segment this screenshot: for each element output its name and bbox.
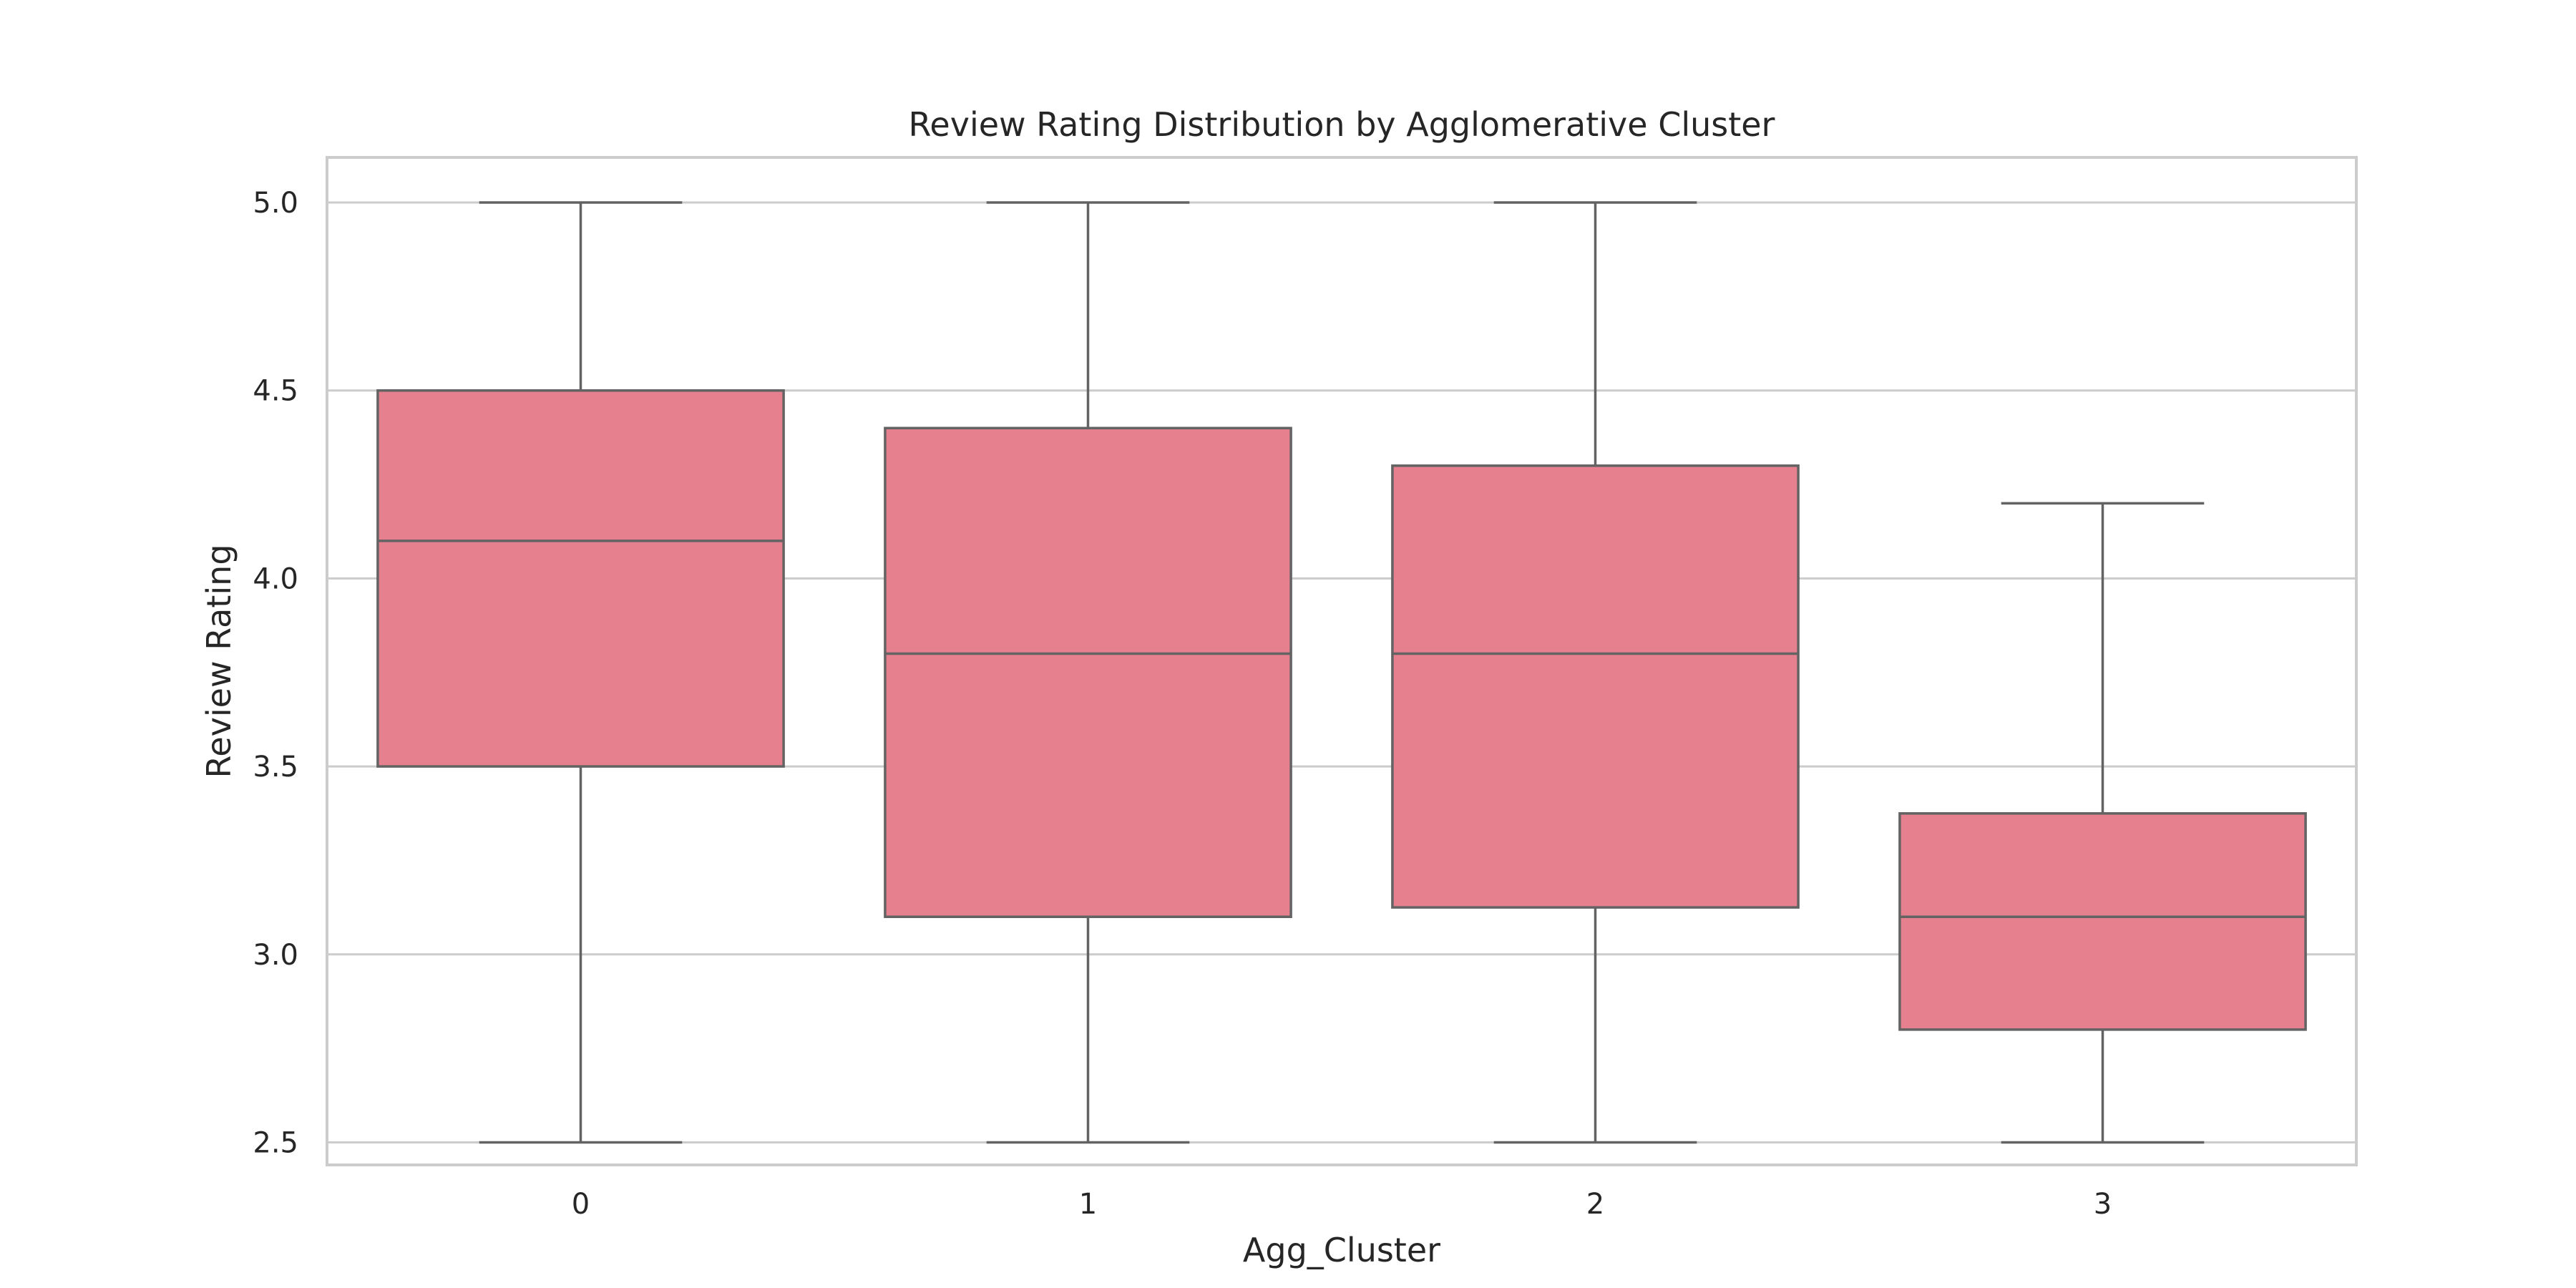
- iqr-box: [884, 426, 1292, 919]
- y-tick-label: 2.5: [253, 1126, 298, 1159]
- y-tick-labels: 2.5 3.0 3.5 4.0 4.5 5.0: [253, 187, 298, 1159]
- y-tick-label: 3.5: [253, 751, 298, 784]
- plot-frame: [326, 156, 2358, 1166]
- y-axis-label: Review Rating: [200, 544, 238, 778]
- iqr-box: [1898, 812, 2307, 1031]
- x-axis-label: Agg_Cluster: [1243, 1231, 1440, 1269]
- x-tick-labels: 0 1 2 3: [572, 1188, 2112, 1221]
- x-tick-label: 2: [1586, 1188, 1604, 1221]
- y-tick-label: 5.0: [253, 187, 298, 220]
- box-layer: [376, 201, 2307, 1144]
- box-cluster-1: [884, 201, 1292, 1144]
- chart-title: Review Rating Distribution by Agglomerat…: [909, 105, 1775, 144]
- x-tick-label: 3: [2094, 1188, 2112, 1221]
- box-cluster-3: [1898, 502, 2307, 1144]
- iqr-box: [1391, 464, 1800, 909]
- box-cluster-0: [376, 201, 785, 1144]
- box-cluster-2: [1391, 201, 1800, 1144]
- y-tick-label: 4.0: [253, 562, 298, 595]
- y-tick-label: 3.0: [253, 939, 298, 972]
- x-tick-label: 1: [1079, 1188, 1097, 1221]
- x-tick-label: 0: [572, 1188, 590, 1221]
- iqr-box: [376, 389, 785, 768]
- y-tick-label: 4.5: [253, 375, 298, 408]
